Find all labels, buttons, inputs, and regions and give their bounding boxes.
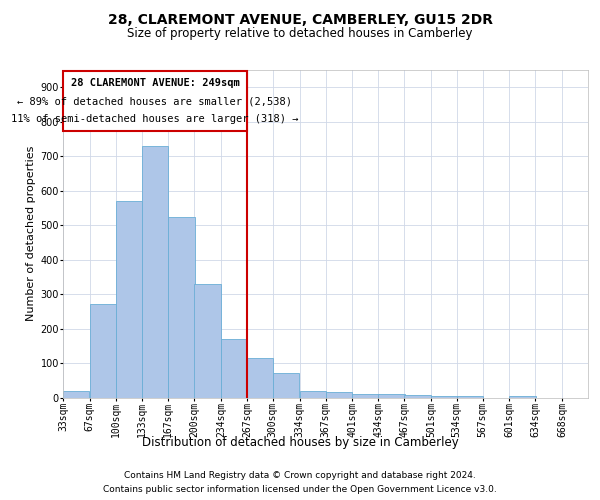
Bar (63, 390, 89, 398)
Text: Contains public sector information licensed under the Open Government Licence v3: Contains public sector information licen… (103, 484, 497, 494)
Bar (431, 396, 457, 398)
Text: 11% of semi-detached houses are larger (318) →: 11% of semi-detached houses are larger (… (11, 114, 299, 124)
Bar (273, 374, 299, 398)
Bar (116, 201, 142, 398)
Text: Contains HM Land Registry data © Crown copyright and database right 2024.: Contains HM Land Registry data © Crown c… (124, 472, 476, 480)
Bar (378, 394, 404, 398)
FancyBboxPatch shape (63, 70, 247, 132)
Bar (457, 396, 483, 398)
Bar (221, 339, 247, 398)
Text: Distribution of detached houses by size in Camberley: Distribution of detached houses by size … (142, 436, 458, 449)
Bar (169, 216, 195, 398)
Text: 28, CLAREMONT AVENUE, CAMBERLEY, GU15 2DR: 28, CLAREMONT AVENUE, CAMBERLEY, GU15 2D… (107, 12, 493, 26)
Bar (404, 395, 431, 398)
Bar (299, 390, 326, 398)
Bar (326, 392, 352, 398)
Bar (509, 396, 536, 398)
Text: ← 89% of detached houses are smaller (2,538): ← 89% of detached houses are smaller (2,… (17, 96, 292, 106)
Bar (352, 394, 379, 398)
Bar (194, 284, 221, 398)
Bar (90, 304, 116, 398)
Bar (142, 146, 168, 398)
Bar (247, 358, 274, 398)
Text: Size of property relative to detached houses in Camberley: Size of property relative to detached ho… (127, 28, 473, 40)
Text: 28 CLAREMONT AVENUE: 249sqm: 28 CLAREMONT AVENUE: 249sqm (71, 78, 239, 88)
Y-axis label: Number of detached properties: Number of detached properties (26, 146, 36, 322)
